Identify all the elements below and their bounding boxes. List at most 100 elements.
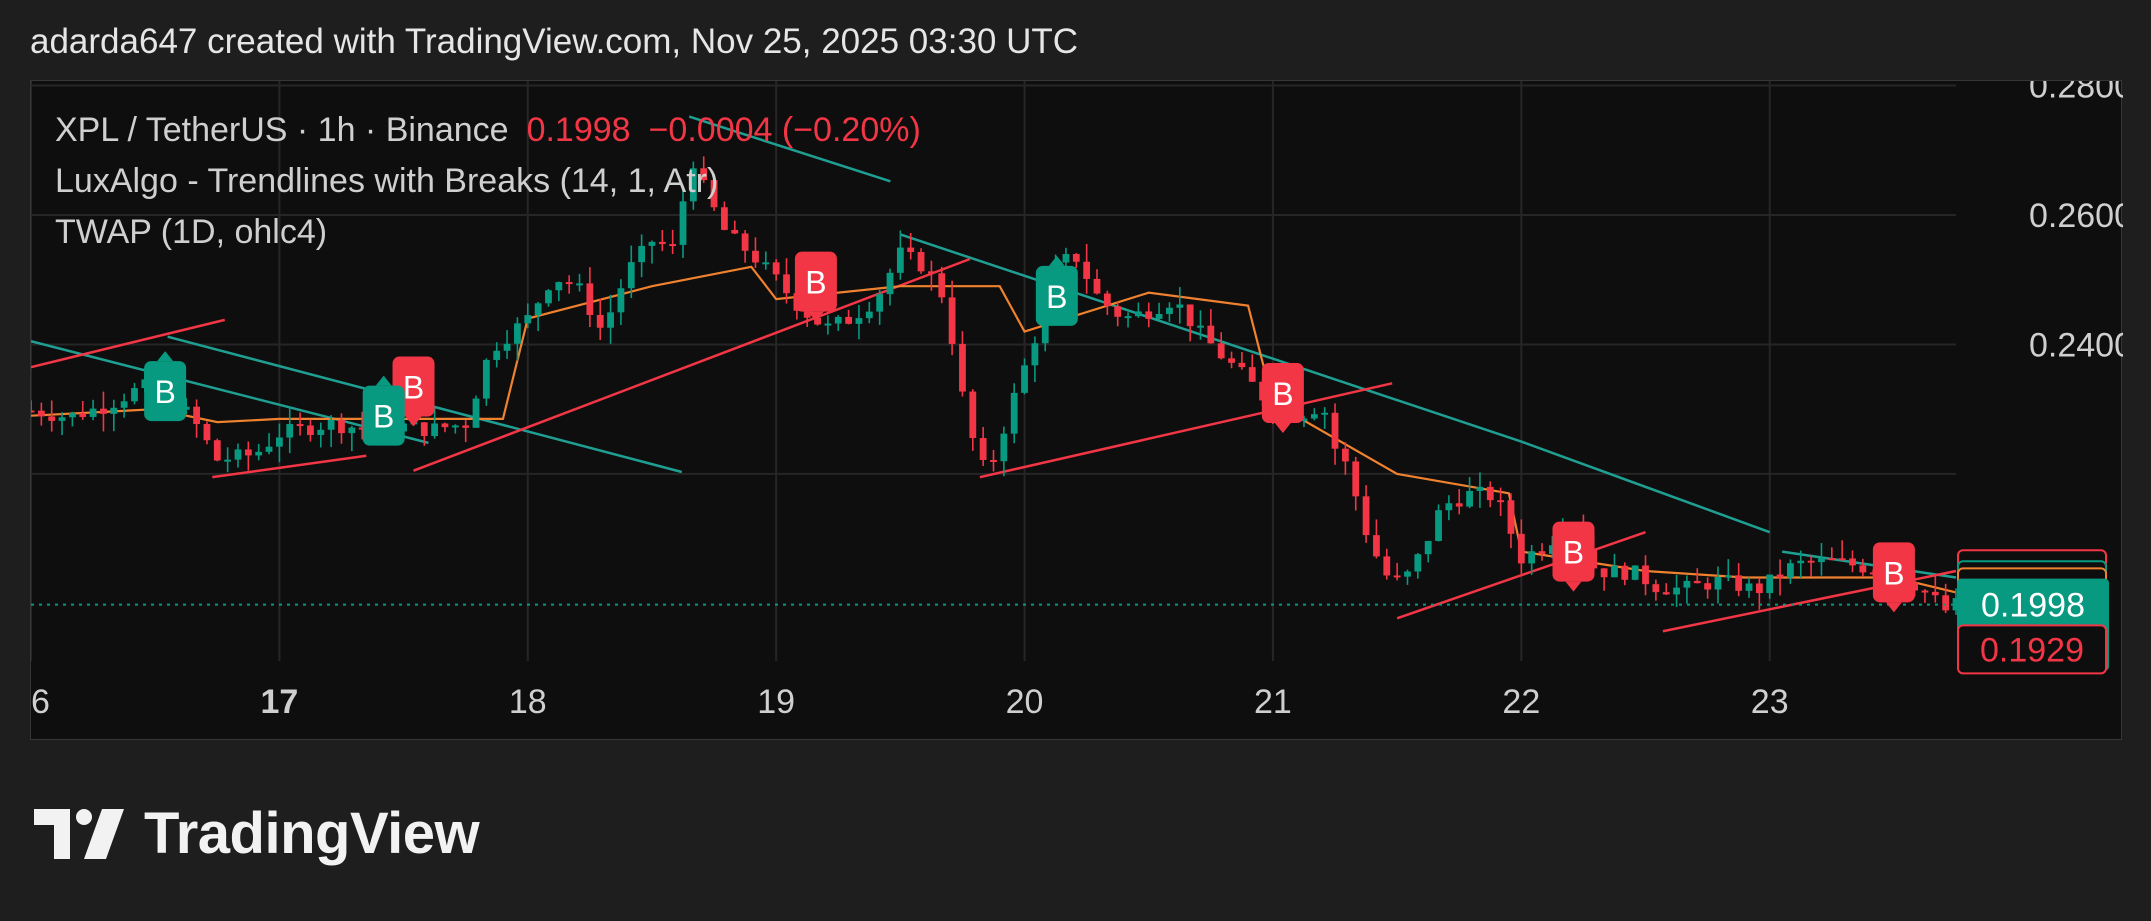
price-label-bg [1957,624,2107,675]
indicator-twap[interactable]: TWAP (1D, ohlc4) [55,213,328,251]
candle-body [627,262,635,289]
candle-body [1952,598,1960,611]
candle-body [441,423,449,428]
candle-body [1300,418,1308,422]
candle-body [1683,580,1691,588]
signal-pointer [807,311,824,322]
candle-body [431,423,439,437]
candle-body [1010,392,1018,434]
candle-body [1517,533,1525,564]
candle-body [68,413,76,418]
time-tick-label: 21 [1254,683,1292,721]
symbol-info[interactable]: XPL / TetherUS · 1h · Binance [55,111,509,149]
candle-body [1321,412,1329,415]
candle-body [896,247,904,273]
candle-body [1238,362,1246,368]
price-label-box: 0.1929 [1957,624,2107,675]
candle-body [876,294,884,312]
candle-body [182,406,190,410]
candle-body [824,323,832,326]
candle-body [990,459,997,462]
candle-body [834,316,842,324]
candle-body [669,244,677,247]
candle-body [1197,325,1204,328]
candle-body [1404,571,1411,577]
candle-body [524,315,532,324]
candle-body [979,438,987,460]
candle-body [1745,583,1753,591]
price-change: −0.0004 (−0.20%) [648,111,921,149]
candle-body [1921,590,1929,593]
signal-pointer [405,416,422,427]
candle-body [317,429,325,436]
candle-body [234,449,242,460]
candle-body [938,273,946,298]
candle-body [1072,254,1080,262]
candle-body [948,297,956,344]
candle-body [1807,560,1815,563]
time-axis: 16 17 18 19 20 21 22 23 [31,683,1789,721]
candle-body [203,424,211,441]
candle-body [1755,583,1763,594]
candle-body [1414,554,1422,572]
tradingview-logo-icon [34,808,124,859]
trendline-support [979,382,1393,479]
candle-body [1383,556,1391,576]
candle-body [1766,574,1774,594]
candle-body [555,282,563,291]
candle-body [348,427,356,434]
signal-pointer [1274,423,1291,434]
candle-body [772,262,780,275]
candle-body [296,424,304,427]
candle-body [1642,565,1649,585]
signal-label: B [154,374,175,410]
candle-body [814,317,821,325]
chart-header: adarda647 created with TradingView.com, … [30,22,1079,61]
trendline-resistance [1520,440,1771,534]
time-tick-label: 22 [1502,683,1540,721]
candle-body [1600,568,1608,578]
candle-body [700,168,708,181]
candle-body [1714,577,1722,590]
candle-body [1828,558,1836,561]
signal-badge [1552,521,1595,582]
candle-body [1062,254,1070,263]
logo-text: TradingView [144,801,480,866]
candle-body [1207,325,1215,344]
candle-body [534,303,542,316]
candle-body [462,425,470,428]
trendline-resistance [688,115,891,183]
signal-pointer [1565,581,1582,592]
candle-body [1331,412,1339,449]
price-tick-label: 0.2800 [2029,81,2123,106]
candle-body [514,323,521,344]
candle-body [648,241,656,246]
candle-body [224,459,232,462]
candle-body [358,427,366,430]
signal-badge [1872,542,1915,603]
candle-body [1083,261,1091,279]
candle-body [1631,565,1639,580]
candle-body [307,425,314,436]
candle-body [1611,565,1618,578]
candle-body [1021,365,1028,393]
candle-body [1248,367,1256,382]
candle-body [1134,311,1142,317]
candle-body [1155,313,1163,319]
candle-body [865,311,873,319]
candle-body [741,233,749,251]
candle-body [1373,535,1380,557]
candle-body [1693,580,1701,584]
candle-body [1818,558,1825,563]
signal-badge [362,385,405,446]
time-tick-label: 23 [1751,683,1789,721]
time-tick-label: 16 [31,683,50,721]
candle-body [710,180,718,208]
candle-body [586,283,594,316]
tradingview-logo[interactable]: TradingView [34,800,480,867]
candle-body [1662,592,1670,595]
indicator-trendlines[interactable]: LuxAlgo - Trendlines with Breaks (14, 1,… [55,162,719,200]
candle-body [327,419,335,430]
